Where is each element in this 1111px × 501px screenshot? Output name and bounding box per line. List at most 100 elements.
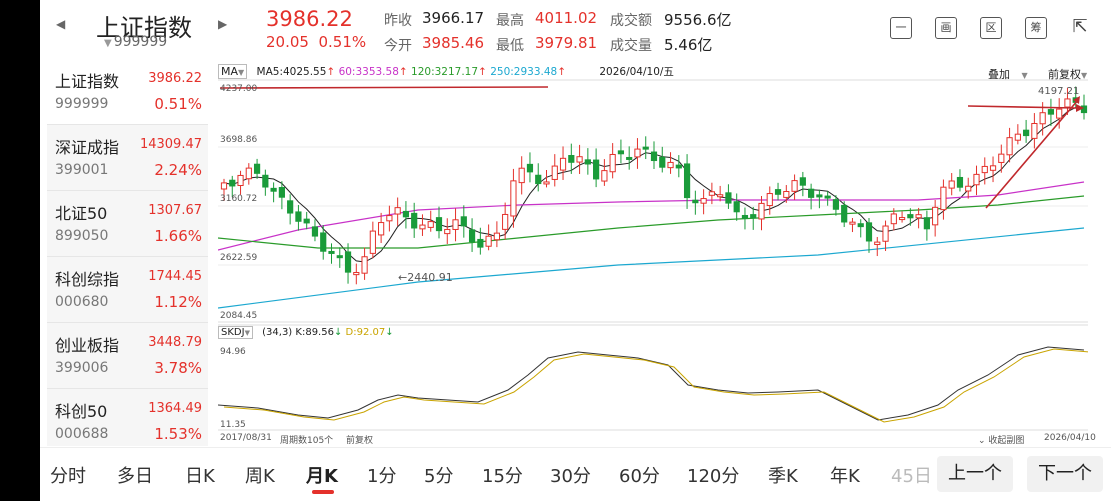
candle-body [808,188,815,198]
index-name: 科创综指 [55,270,120,289]
y-tick: 4237.00 [220,84,258,94]
drawn-horizontal-line[interactable] [967,105,1077,109]
index-item[interactable]: 创业板指 3448.79 399006 3.78% [47,324,208,389]
candle-body [774,189,782,195]
tab-month-k[interactable]: 月K [306,466,338,487]
quote-value: 3979.81 [535,34,598,52]
tab-30min[interactable]: 30分 [550,466,591,487]
collapse-icon: ⌄ [978,436,986,446]
ma120-line [218,195,1085,249]
candle-body [262,174,269,188]
candle-body [816,194,823,198]
collapse-subchart-button[interactable]: ⌄ 收起副图 [978,433,1024,446]
index-item[interactable]: 上证指数 3986.22 999999 0.51% [47,60,208,125]
chip-icon[interactable]: 筹 [1025,17,1047,39]
index-percent: 2.24% [154,161,202,179]
prev-stock-arrow-icon[interactable]: ◀ [56,17,66,31]
drawing-icon[interactable]: 画 [935,17,957,39]
candle-body [1014,133,1021,141]
candle-body [369,230,376,254]
tab-60min[interactable]: 60分 [619,466,660,487]
fullscreen-icon[interactable]: ⇱ [1072,16,1088,37]
candle-body [717,194,724,198]
indicator-selector[interactable]: MA▼ [218,64,248,79]
change-percent: 0.51% [318,33,367,51]
candle-body [593,159,600,180]
indicator-name: MA [221,65,239,78]
candle-body [733,201,740,213]
candle-body [700,198,707,204]
quote-header: ◀ 上证指数 ▼ 999999 ▶ 3986.22 20.05 0.51% 昨收 … [40,0,1111,58]
index-item[interactable]: 科创50 1364.49 000688 1.53% [47,390,208,454]
candle-body [766,193,773,207]
skdj-header: SKDJ▼ (34,3) K:89.56↓ D:92.07↓ [218,326,394,339]
candle-body [584,159,591,165]
tab-multiday[interactable]: 多日 [117,466,153,487]
candle-body [609,153,616,173]
region-icon[interactable]: 区 [980,17,1002,39]
quote-label: 今开 [384,38,412,54]
index-name: 创业板指 [55,336,120,355]
candle-body [890,213,897,225]
index-item[interactable]: 科创综指 1744.45 000680 1.12% [47,258,208,323]
tab-45day[interactable]: 45日 [891,466,929,487]
overlay-button[interactable]: 叠加 ▼ [988,66,1028,82]
quote-value: 9556.6亿 [664,11,732,29]
skdj-lines [218,346,1088,423]
quote-value: 3985.46 [422,34,485,52]
kline-chart-area[interactable]: MA▼ MA5:4025.55↑ 60:3353.58↑ 120:3217.17… [218,60,1096,446]
candle-body [692,199,699,204]
tab-5min[interactable]: 5分 [424,466,454,487]
candle-body [386,215,393,222]
candle-body [634,148,641,158]
candle-body [907,214,914,219]
tab-week-k[interactable]: 周K [245,466,275,487]
candle-body [1039,112,1046,125]
candle-body [344,251,352,273]
dropdown-icon: ▼ [1081,71,1088,80]
candle-body [675,164,682,169]
prev-button[interactable]: 上一个 [937,456,1013,492]
candle-body [245,167,252,180]
tab-fenshi[interactable]: 分时 [50,466,86,487]
tab-day-k[interactable]: 日K [185,466,215,487]
candle-body [543,181,550,185]
kline-svg[interactable] [218,60,1088,446]
index-percent: 1.53% [154,425,202,443]
drawn-trend-line[interactable] [219,86,549,89]
candle-body [989,165,997,171]
ma-legend: MA▼ MA5:4025.55↑ 60:3353.58↑ 120:3217.17… [218,64,674,79]
quote-value: 5.46亿 [664,36,713,54]
tab-year-k[interactable]: 年K [830,466,860,487]
skdj-y-bottom: 11.35 [220,420,246,430]
next-stock-arrow-icon[interactable]: ▶ [218,17,228,31]
next-button[interactable]: 下一个 [1027,456,1103,492]
skdj-k: K:89.56 [295,327,334,338]
index-item[interactable]: 北证50 1307.67 899050 1.66% [47,192,208,257]
skdj-d-line [223,348,1088,423]
adjust-button[interactable]: 前复权▼ [1048,66,1087,82]
index-percent: 0.51% [154,95,202,113]
quote-label: 最高 [496,13,524,29]
adjust-label: 前复权 [1048,68,1081,81]
dropdown-icon: ▼ [104,38,112,49]
drawn-trend-line[interactable] [985,99,1079,209]
index-code: 999999 [55,96,109,112]
up-arrow-icon: ↑ [557,66,567,78]
sub-indicator-selector[interactable]: SKDJ▼ [218,326,253,339]
tab-120min[interactable]: 120分 [687,466,740,487]
candle-body [857,223,864,228]
index-code: 000688 [55,426,109,442]
tab-1min[interactable]: 1分 [367,466,397,487]
tab-15min[interactable]: 15分 [482,466,523,487]
index-item[interactable]: 深证成指 14309.47 399001 2.24% [47,126,208,191]
candle-body [444,228,451,235]
stock-code[interactable]: ▼ 999999 [104,34,167,50]
index-price: 3986.22 [148,71,202,86]
candle-body [568,155,575,163]
candle-body [708,191,715,196]
candle-body [419,224,426,230]
tab-quarter-k[interactable]: 季K [768,466,798,487]
minimize-icon[interactable]: 一 [890,17,912,39]
candle-body [452,219,459,230]
